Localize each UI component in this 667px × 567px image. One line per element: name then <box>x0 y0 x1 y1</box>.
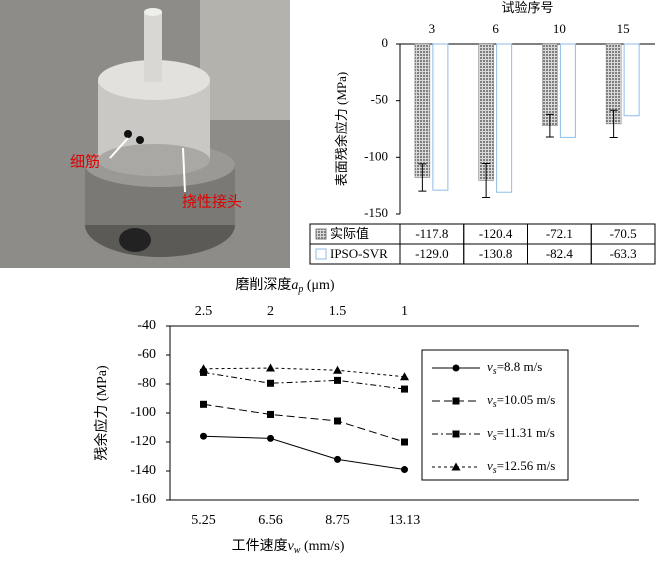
legend-swatch <box>315 248 327 260</box>
x-tick-label: 3 <box>429 21 436 36</box>
x-axis-title: 工件速度vw (mm/s) <box>232 538 345 556</box>
legend-label: vs=11.31 m/s <box>487 425 555 443</box>
legend-label: IPSO-SVR <box>330 246 388 261</box>
y-tick-label: -140 <box>130 463 156 478</box>
bar <box>496 43 513 193</box>
y-tick-label: -60 <box>137 347 156 362</box>
bar <box>478 43 494 181</box>
x-tick-label: 8.75 <box>325 513 350 528</box>
photo-shaft-top <box>144 8 162 16</box>
legend-label: vs=12.56 m/s <box>487 458 555 476</box>
photo-label: 细筋 <box>70 153 100 170</box>
x2-tick-label: 1 <box>401 304 408 319</box>
marker <box>334 376 341 384</box>
y-tick-label: -100 <box>130 405 156 420</box>
marker <box>200 368 207 376</box>
marker <box>267 379 274 387</box>
y-axis-title: 残余应力 (MPa) <box>93 365 110 461</box>
legend-marker <box>451 462 461 471</box>
y-axis-title: 表面残余应力 (MPa) <box>334 72 349 186</box>
bar <box>542 43 558 126</box>
marker <box>267 434 274 442</box>
legend-marker <box>452 364 460 372</box>
x2-tick-label: 2.5 <box>195 304 213 319</box>
legend-label: vs=8.8 m/s <box>487 359 542 377</box>
marker <box>401 466 408 474</box>
x-axis-title: 试验序号 <box>501 0 553 15</box>
bar <box>432 43 449 191</box>
x2-tick-label: 1.5 <box>329 304 347 319</box>
photo-shaft <box>144 12 162 82</box>
marker <box>266 363 275 372</box>
legend-box <box>421 349 569 481</box>
y-tick-label: 0 <box>382 35 389 50</box>
marker <box>333 365 342 374</box>
legend-label: vs=10.05 m/s <box>487 392 555 410</box>
error-bar <box>545 113 554 138</box>
bar <box>414 43 431 178</box>
photo-plate <box>200 0 290 120</box>
table-cell <box>590 243 656 265</box>
x-tick-label: 6.56 <box>258 513 283 528</box>
y-tick-label: -50 <box>371 92 388 107</box>
x-tick-label: 5.25 <box>191 513 216 528</box>
table-value: -130.8 <box>479 246 513 261</box>
marker <box>199 364 208 373</box>
photo-hole <box>136 136 144 144</box>
marker <box>200 432 207 440</box>
legend-swatch <box>315 228 327 240</box>
table-value: -82.4 <box>546 246 574 261</box>
error-bar <box>418 163 427 192</box>
x-tick-label: 13.13 <box>389 513 421 528</box>
photo-arrow <box>109 137 129 159</box>
x-tick-label: 10 <box>553 21 566 36</box>
legend-marker <box>452 430 460 438</box>
marker <box>400 372 409 381</box>
x2-tick-label: 2 <box>267 304 274 319</box>
y-tick-label: -160 <box>130 492 156 507</box>
x-tick-label: 15 <box>617 21 630 36</box>
x-tick-label: 6 <box>492 21 499 36</box>
table-value: -129.0 <box>415 246 449 261</box>
y-tick-label: -100 <box>364 148 388 163</box>
table-value: -117.8 <box>415 226 448 241</box>
legend-label: 实际值 <box>330 226 369 241</box>
photo-label: 挠性接头 <box>182 193 242 210</box>
line <box>203 435 405 471</box>
marker <box>401 385 408 393</box>
marker <box>334 417 341 425</box>
y-tick-label: -80 <box>137 376 156 391</box>
photo-hole <box>124 130 132 138</box>
photo-arrow <box>182 147 186 193</box>
line <box>203 403 405 443</box>
bar <box>623 43 640 117</box>
table-value: -120.4 <box>479 226 513 241</box>
legend-marker <box>452 397 460 405</box>
table-value: -72.1 <box>546 226 573 241</box>
error-bar <box>482 162 491 198</box>
photo-bolt <box>119 228 151 252</box>
line <box>203 367 405 378</box>
table-value: -63.3 <box>610 246 637 261</box>
marker <box>334 455 341 463</box>
marker <box>267 410 274 418</box>
y-tick-label: -40 <box>137 318 156 333</box>
marker <box>200 400 207 408</box>
y-tick-label: -120 <box>130 434 156 449</box>
photo-cylinder-bottom <box>98 144 210 176</box>
table-value: -70.5 <box>610 226 637 241</box>
marker <box>401 438 408 446</box>
error-bar <box>609 109 618 138</box>
y-tick-label: -150 <box>364 205 388 220</box>
bar <box>559 43 576 138</box>
x2-axis-title: 磨削深度ap (μm) <box>235 277 335 295</box>
photo: 细筋 挠性接头 <box>0 0 290 268</box>
line <box>203 371 405 390</box>
